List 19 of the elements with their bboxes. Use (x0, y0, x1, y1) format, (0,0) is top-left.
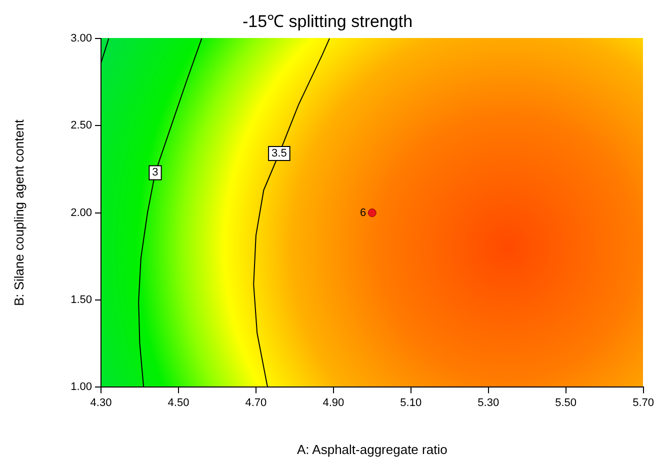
x-tick-label: 5.50 (555, 396, 577, 409)
x-axis-title: A: Asphalt-aggregate ratio (296, 442, 448, 457)
series-label: 3 (152, 166, 158, 179)
y-tick-label: 1.50 (70, 294, 92, 306)
y-tick-label: 1.00 (70, 381, 92, 394)
x-tick-label: 5.70 (632, 396, 654, 409)
x-tick-label: 4.50 (168, 396, 190, 409)
x-tick-label: 5.30 (478, 396, 500, 409)
x-tick-label: 5.10 (400, 396, 422, 409)
y-axis-title: B: Silane coupling agent content (11, 119, 26, 306)
x-tick-label: 4.30 (90, 396, 112, 409)
point (368, 208, 376, 218)
x-tick-label: 4.90 (322, 396, 344, 409)
y-tick-label: 3.00 (70, 32, 92, 44)
y-tick-label: 2.50 (70, 120, 92, 132)
x-tick-label: 4.70 (245, 396, 267, 409)
annotation: 6 (360, 206, 366, 219)
chart-title: -15℃ splitting strength (242, 12, 413, 31)
y-tick-label: 2.00 (70, 206, 92, 219)
